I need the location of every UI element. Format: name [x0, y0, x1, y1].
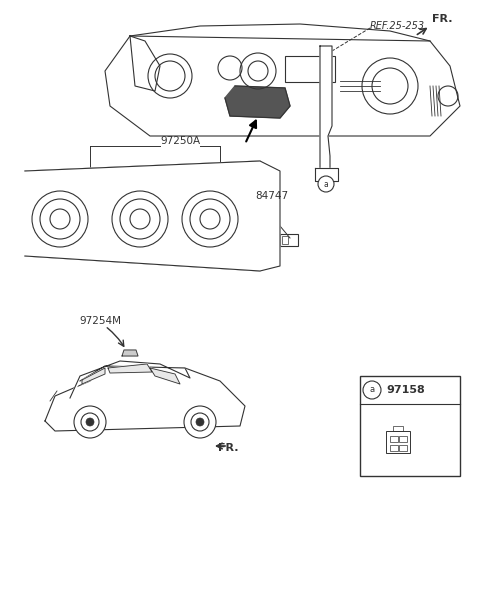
- Bar: [175, 224, 182, 236]
- Bar: [165, 224, 172, 236]
- Text: 97158: 97158: [386, 385, 425, 395]
- Bar: [95, 224, 102, 236]
- Text: 97254M: 97254M: [79, 316, 121, 326]
- Polygon shape: [25, 161, 280, 271]
- Circle shape: [363, 381, 381, 399]
- Bar: [390, 436, 398, 442]
- Polygon shape: [122, 350, 138, 356]
- Polygon shape: [105, 36, 460, 136]
- Polygon shape: [108, 364, 152, 373]
- Text: FR.: FR.: [218, 443, 239, 453]
- Bar: [360, 376, 460, 476]
- Polygon shape: [315, 168, 338, 181]
- Bar: [393, 426, 403, 431]
- Text: 84747: 84747: [255, 191, 288, 201]
- Text: FR.: FR.: [432, 14, 453, 24]
- Circle shape: [318, 176, 334, 192]
- Circle shape: [86, 418, 94, 426]
- Bar: [399, 445, 407, 451]
- Text: 97250A: 97250A: [160, 136, 200, 146]
- Polygon shape: [45, 366, 245, 431]
- Text: REF.25-253: REF.25-253: [370, 21, 425, 31]
- Bar: [115, 224, 122, 236]
- Text: a: a: [370, 386, 374, 394]
- Polygon shape: [82, 368, 105, 384]
- Bar: [105, 224, 112, 236]
- Bar: [280, 234, 298, 246]
- Bar: [399, 436, 407, 442]
- Bar: [390, 445, 398, 451]
- Polygon shape: [225, 86, 290, 118]
- Circle shape: [196, 418, 204, 426]
- Text: a: a: [324, 179, 328, 188]
- Polygon shape: [320, 46, 332, 181]
- Polygon shape: [70, 361, 190, 398]
- Bar: [125, 224, 132, 236]
- Bar: [282, 236, 288, 244]
- Bar: [386, 431, 410, 453]
- Circle shape: [74, 406, 106, 438]
- Polygon shape: [150, 368, 180, 384]
- Bar: [285, 56, 335, 82]
- Circle shape: [184, 406, 216, 438]
